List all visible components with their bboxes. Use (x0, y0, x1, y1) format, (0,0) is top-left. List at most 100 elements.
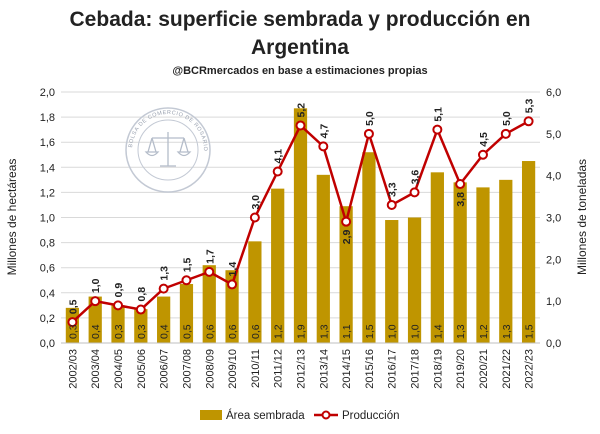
y-tick-right: 1,0 (546, 296, 561, 308)
bar-data-label: 0,5 (181, 324, 193, 339)
line-point (67, 317, 78, 328)
bar (339, 206, 353, 343)
line-point (181, 275, 192, 286)
line-data-label: 5,0 (364, 111, 376, 126)
y-axis-right-title: Millones de toneladas (575, 159, 589, 275)
line-point (204, 266, 215, 277)
bar (316, 174, 330, 343)
x-tick-label: 2006/07 (159, 349, 171, 389)
bar-data-label: 0,3 (113, 324, 125, 339)
bar-data-label: 1,2 (273, 324, 285, 339)
line-point (341, 216, 352, 227)
x-tick-label: 2018/19 (432, 349, 444, 389)
line-point (318, 141, 329, 152)
bar-data-label: 1,0 (387, 324, 399, 339)
line-data-label: 1,5 (181, 257, 193, 272)
x-tick-label: 2012/13 (296, 349, 308, 389)
line-data-label: 2,9 (341, 230, 353, 245)
line-data-label: 3,0 (250, 195, 262, 210)
y-tick-left: 0,6 (40, 263, 55, 275)
y-tick-left: 1,0 (40, 213, 55, 225)
line-data-label: 1,7 (204, 249, 216, 264)
x-tick-label: 2021/22 (501, 349, 513, 389)
y-tick-left: 1,4 (40, 162, 55, 174)
line-data-label: 0,8 (136, 287, 148, 302)
bar-data-label: 0,4 (90, 324, 102, 339)
y-tick-right: 5,0 (546, 129, 561, 141)
data-labels: 0,3 0,4 0,3 0,3 0,4 0,5 0,6 0,6 0,6 1,2 1,9 1,3 1,1 1… (67, 99, 535, 339)
bar (385, 220, 399, 343)
line-point (135, 304, 146, 315)
bars-area-sembrada (65, 108, 536, 343)
bar (293, 108, 308, 343)
bar (271, 188, 285, 343)
legend-marker-produccion (321, 410, 331, 420)
x-tick-label: 2007/08 (181, 349, 193, 389)
y-tick-right: 6,0 (546, 87, 561, 99)
line-point (477, 149, 488, 160)
bar (179, 284, 194, 343)
y-tick-right: 0,0 (546, 338, 561, 350)
legend-label-area: Área sembrada (226, 409, 305, 422)
x-tick-label: 2019/20 (455, 349, 467, 389)
bar (521, 161, 536, 343)
line-point (455, 179, 466, 190)
line-point (432, 124, 443, 135)
y-tick-right: 4,0 (546, 171, 561, 183)
seal-inner-ring (137, 119, 199, 181)
bar-data-label: 0,6 (227, 324, 239, 339)
line-data-label: 5,1 (432, 107, 444, 122)
bar (499, 179, 513, 343)
x-tick-label: 2017/18 (410, 349, 422, 389)
line-data-label: 1,3 (159, 266, 171, 281)
x-tick-label: 2014/15 (341, 349, 353, 389)
bar (453, 182, 467, 343)
chart-subtitle: @BCRmercados en base a estimaciones prop… (172, 65, 427, 77)
bar-data-label: 1,4 (432, 324, 444, 339)
bar-data-label: 1,9 (296, 324, 308, 339)
line-data-label: 0,9 (113, 283, 125, 298)
bar (248, 241, 262, 343)
line-data-label: 4,7 (318, 124, 330, 139)
bar (111, 305, 125, 343)
bar (476, 187, 490, 343)
line-data-label: 5,3 (524, 99, 536, 114)
chart-title-line1: Cebada: superficie sembrada y producción… (70, 8, 531, 31)
line-point (409, 187, 420, 198)
x-tick-label: 2016/17 (387, 349, 399, 389)
line-produccion (67, 116, 534, 328)
bar-data-label: 1,0 (410, 324, 422, 339)
bar-data-label: 0,4 (159, 324, 171, 339)
bar-data-label: 1,5 (524, 324, 536, 339)
y-axis-left-title: Millones de hectáreas (5, 159, 19, 276)
line-data-label: 3,8 (455, 192, 467, 207)
y-tick-right: 2,0 (546, 254, 561, 266)
line-point (363, 128, 374, 139)
line-data-label: 1,0 (90, 278, 102, 293)
line-data-label: 5,0 (501, 111, 513, 126)
bar-data-label: 1,5 (364, 324, 376, 339)
line-data-label: 4,5 (478, 132, 490, 147)
seal-outer-ring (125, 107, 211, 193)
legend-label-produccion: Producción (342, 410, 400, 422)
bar (134, 309, 148, 343)
line-point (249, 212, 260, 223)
x-tick-label: 2011/12 (273, 349, 285, 388)
x-tick-label: 2015/16 (364, 349, 376, 389)
x-tick-label: 2005/06 (136, 349, 148, 389)
bar (157, 296, 171, 343)
y-tick-left: 0,0 (40, 338, 55, 350)
y-tick-left: 1,6 (40, 137, 55, 149)
legend: Área sembrada Producción (200, 409, 400, 422)
bar-data-label: 1,3 (318, 324, 330, 339)
bar (202, 265, 216, 343)
bar-data-label: 1,3 (501, 324, 513, 339)
y-tick-left: 0,4 (40, 288, 55, 300)
bar-data-label: 1,1 (341, 324, 353, 339)
line-point (227, 279, 238, 290)
line-point (500, 128, 511, 139)
bar-data-label: 0,6 (250, 324, 262, 339)
line-data-label: 3,3 (387, 182, 399, 197)
bar (430, 172, 444, 343)
chart-title-line2: Argentina (251, 36, 349, 59)
